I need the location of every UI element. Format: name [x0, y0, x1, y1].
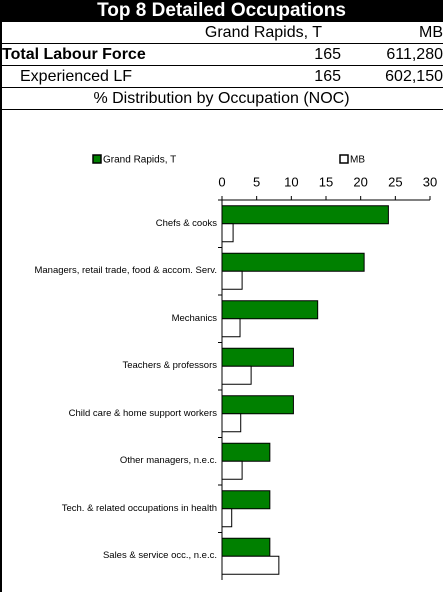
x-tick-label: 10 [284, 174, 298, 189]
legend-label: MB [350, 155, 365, 166]
bar [221, 490, 271, 510]
y-tick-label: Mechanics [171, 312, 217, 324]
y-tick-label: Teachers & professors [122, 360, 217, 372]
bar [221, 347, 294, 367]
legend-label: Grand Rapids, T [103, 155, 176, 166]
bar [221, 223, 234, 243]
bar [221, 555, 280, 575]
row-line [0, 87, 443, 88]
cell: 602,150 [385, 68, 443, 85]
cell: 611,280 [386, 46, 443, 63]
column-header: MB [419, 24, 443, 41]
legend-swatch [92, 154, 102, 164]
bar [221, 270, 243, 290]
cell: 165 [314, 46, 341, 63]
y-tick-label: Other managers, n.e.c. [119, 455, 217, 467]
row-line [0, 43, 443, 44]
y-tick-label: Tech. & related occupations in health [61, 502, 217, 514]
x-tick-label: 0 [218, 174, 225, 189]
bar [221, 252, 365, 272]
row-label: Total Labour Force [2, 46, 146, 63]
subtitle: % Distribution by Occupation (NOC) [93, 90, 350, 107]
bar [221, 442, 271, 462]
left-border [0, 22, 2, 592]
y-tick-label: Sales & service occ., n.e.c. [102, 550, 217, 562]
title: Top 8 Detailed Occupations [0, 0, 443, 22]
y-tick-label: Chefs & cooks [155, 217, 217, 229]
bar [221, 508, 233, 528]
x-tick-label: 15 [319, 174, 333, 189]
y-tick-label: Managers, retail trade, food & accom. Se… [34, 265, 217, 277]
bar [221, 413, 242, 433]
bar [221, 395, 294, 415]
row-label: Experienced LF [20, 68, 133, 85]
column-header: Grand Rapids, T [204, 24, 322, 41]
x-tick-label: 5 [253, 174, 260, 189]
legend-swatch [339, 154, 349, 164]
x-tick-label: 30 [423, 174, 437, 189]
bar [221, 318, 241, 338]
row-line [0, 65, 443, 66]
cell: 165 [314, 68, 341, 85]
x-tick-label: 25 [388, 174, 402, 189]
x-tick-label: 20 [353, 174, 367, 189]
bar [221, 365, 252, 385]
y-tick-label: Child care & home support workers [68, 407, 217, 419]
bar [221, 460, 243, 480]
bar [221, 205, 389, 225]
row-line [0, 109, 443, 110]
bar [221, 537, 271, 557]
bar [221, 300, 319, 320]
